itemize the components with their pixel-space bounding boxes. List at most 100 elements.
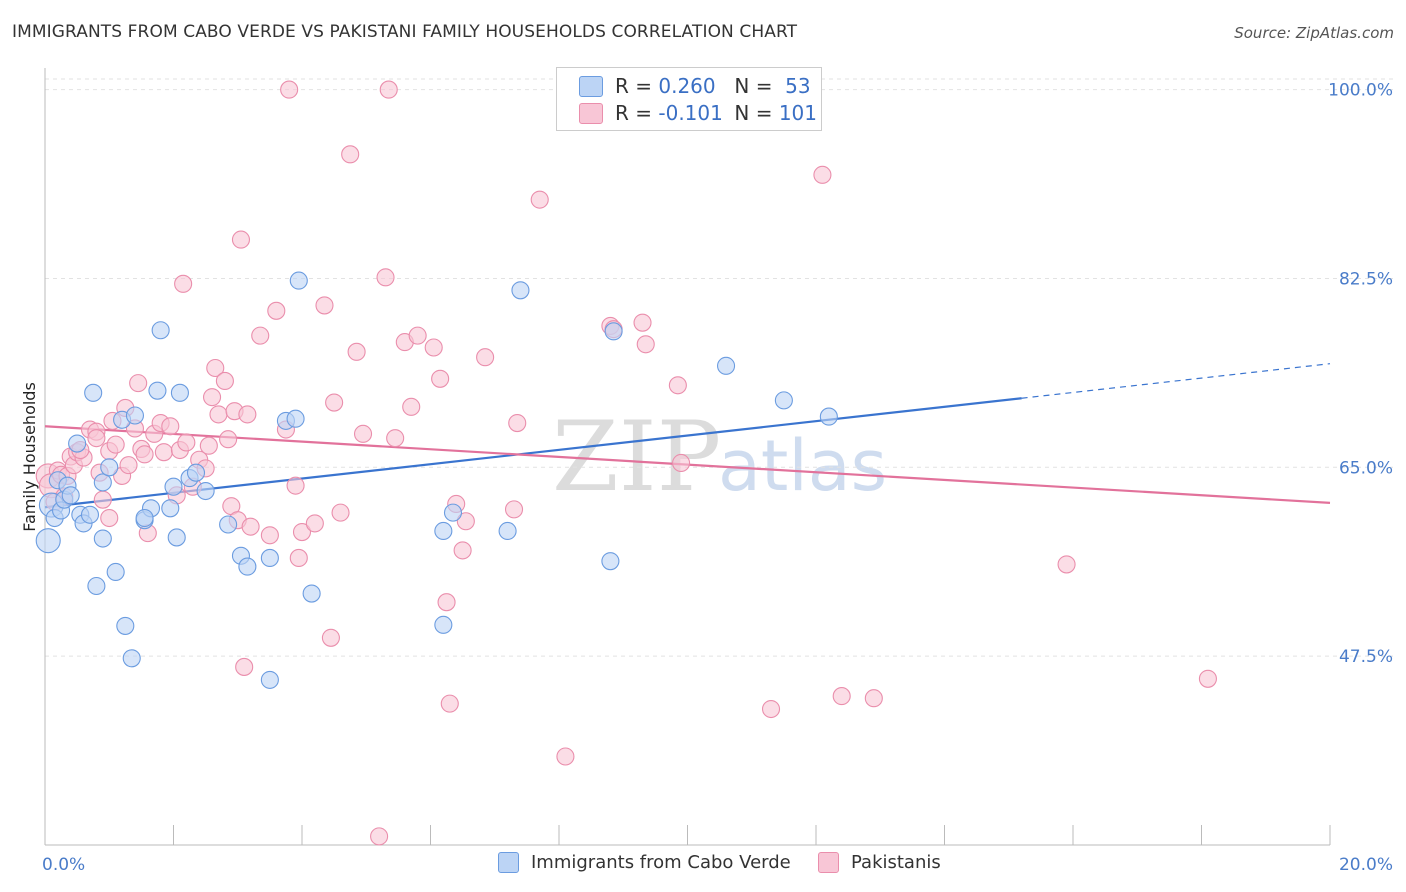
y-tick-label: 65.0% [1339, 458, 1393, 478]
point-pakistanis [238, 405, 257, 424]
stats-legend: R = 0.260 N = 53 R = -0.101 N = 101 [556, 67, 822, 131]
point-pakistanis [633, 313, 652, 332]
point-pakistanis [135, 445, 154, 464]
legend-r-value: -0.101 [658, 101, 723, 125]
point-pakistanis [402, 397, 421, 416]
legend-row-cabo-verde: R = 0.260 N = 53 [579, 74, 811, 98]
point-cabo-verde [87, 576, 106, 596]
axes [44, 68, 1331, 846]
point-pakistanis [325, 393, 344, 412]
point-cabo-verde [774, 391, 793, 410]
point-pakistanis [87, 429, 106, 448]
watermark: ZIP atlas [552, 401, 887, 513]
point-pakistanis [154, 443, 173, 462]
point-pakistanis [437, 593, 456, 612]
tick-labels: 47.5% 65.0% 82.5% 100.0% 0.0% 20.0% [42, 81, 1393, 875]
point-cabo-verde [286, 409, 305, 428]
point-cabo-verde [716, 356, 736, 375]
point-cabo-verde [161, 499, 180, 518]
legend-n-label: N = [734, 74, 773, 98]
point-cabo-verde [68, 434, 87, 453]
legend-swatch-pink [579, 102, 603, 124]
point-pakistanis [235, 657, 254, 676]
point-pakistanis [119, 456, 138, 475]
point-cabo-verde [61, 486, 80, 505]
point-pakistanis [672, 453, 691, 473]
point-cabo-verde [106, 562, 125, 582]
point-pakistanis [668, 376, 687, 395]
point-pakistanis [321, 628, 340, 647]
x-tick-label: 0.0% [42, 855, 85, 875]
point-pakistanis [251, 326, 270, 345]
point-cabo-verde [604, 322, 623, 341]
point-pakistanis [376, 268, 395, 287]
point-cabo-verde [122, 649, 141, 668]
point-pakistanis [93, 490, 112, 509]
point-pakistanis [203, 388, 222, 407]
legend-n-value: 53 [785, 74, 811, 98]
point-pakistanis [440, 694, 459, 713]
bottom-legend-swatch-blue [498, 852, 519, 873]
trend-line-cabo-verde-extension [1021, 363, 1331, 399]
point-pakistanis [305, 514, 324, 533]
point-pakistanis [370, 827, 389, 846]
point-cabo-verde [100, 458, 119, 477]
point-cabo-verde [135, 508, 154, 528]
point-pakistanis [129, 374, 148, 393]
point-pakistanis [209, 405, 228, 424]
point-cabo-verde [93, 529, 112, 548]
point-cabo-verde [151, 321, 170, 340]
legend-swatch-blue [579, 75, 603, 97]
y-tick-label: 47.5% [1339, 647, 1393, 667]
point-cabo-verde [196, 481, 215, 501]
watermark-zip: ZIP [552, 401, 721, 513]
point-pakistanis [761, 699, 781, 719]
point-cabo-verde [434, 521, 453, 541]
legend-n-value: 101 [778, 101, 817, 125]
point-cabo-verde [443, 503, 463, 522]
point-pakistanis [476, 348, 495, 367]
point-cabo-verde [116, 616, 135, 635]
point-pakistanis [315, 296, 334, 315]
point-cabo-verde [84, 383, 103, 402]
x-tick-label: 20.0% [1339, 855, 1393, 875]
point-pakistanis [864, 689, 883, 708]
point-pakistanis [241, 517, 260, 536]
point-pakistanis [231, 230, 251, 249]
point-pakistanis [1198, 669, 1217, 688]
point-pakistanis [408, 326, 427, 345]
bottom-legend-cabo-verde: Immigrants from Cabo Verde [498, 852, 791, 873]
point-pakistanis [636, 335, 655, 354]
point-pakistanis [280, 80, 299, 99]
point-cabo-verde [601, 552, 620, 571]
point-cabo-verde [80, 505, 100, 524]
point-pakistanis [177, 433, 196, 452]
point-cabo-verde [498, 521, 517, 541]
point-cabo-verde [186, 463, 206, 482]
point-pakistanis [100, 508, 119, 528]
point-pakistanis [353, 424, 373, 443]
point-pakistanis [260, 526, 279, 545]
legend-r-label: R = [615, 74, 653, 98]
point-pakistanis [431, 369, 450, 388]
point-cabo-verde [170, 383, 189, 402]
bottom-legend-label: Pakistanis [851, 852, 941, 873]
point-cabo-verde [219, 515, 238, 534]
chart-source: Source: ZipAtlas.com [1234, 24, 1394, 42]
legend-r-label: R = [615, 101, 653, 125]
point-pakistanis [556, 747, 575, 766]
point-cabo-verde [260, 670, 279, 689]
point-cabo-verde [260, 548, 279, 567]
point-pakistanis [1057, 555, 1076, 574]
point-pakistanis [347, 342, 366, 361]
y-tick-label: 82.5% [1339, 269, 1393, 289]
point-pakistanis [379, 80, 398, 99]
point-pakistanis [832, 687, 851, 706]
point-cabo-verde [164, 477, 183, 496]
point-pakistanis [453, 541, 472, 560]
point-cabo-verde [167, 528, 186, 547]
legend-row-pakistanis: R = -0.101 N = 101 [579, 101, 817, 125]
legend-r-value: 0.260 [658, 74, 716, 98]
legend-n-label: N = [734, 101, 773, 125]
